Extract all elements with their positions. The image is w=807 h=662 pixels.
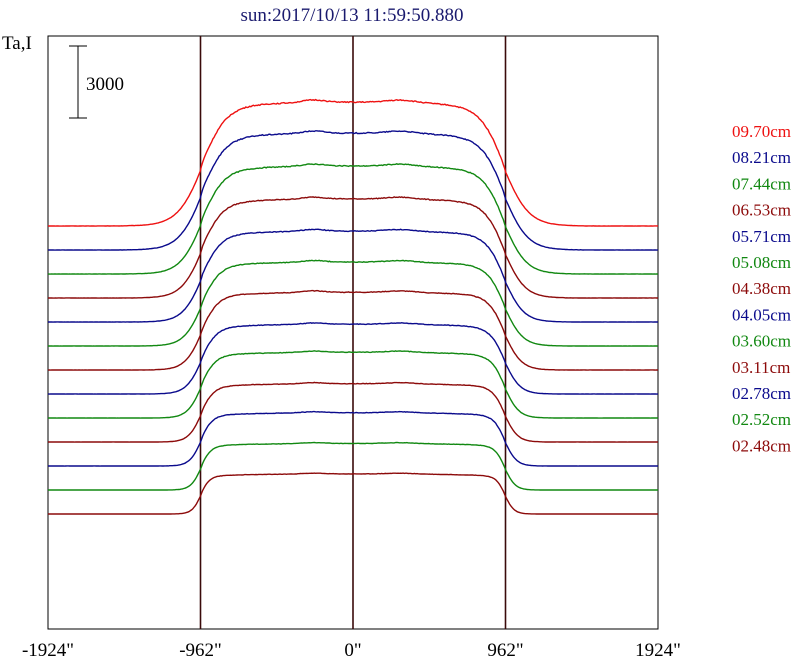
legend-entry-02.78cm: 02.78cm (732, 384, 791, 403)
legend-entry-06.53cm: 06.53cm (732, 201, 791, 220)
x-tick-label-2: 0" (344, 640, 361, 661)
series-line-05.71cm (48, 228, 658, 323)
series-line-07.44cm (47, 163, 659, 275)
series-line-03.60cm (48, 350, 659, 419)
x-tick-label-0: -1924" (22, 640, 74, 661)
legend-entry-03.11cm: 03.11cm (732, 358, 790, 377)
x-axis-ticks: -1924" -962" 0" 962" 1924" (22, 640, 681, 661)
series-line-09.70cm (47, 98, 659, 227)
series-line-02.78cm (48, 410, 658, 467)
series-line-02.48cm (48, 472, 658, 515)
y-axis-label: Ta,I (2, 33, 32, 54)
legend-entry-09.70cm: 09.70cm (732, 122, 791, 141)
legend-entry-08.21cm: 08.21cm (732, 148, 791, 167)
series-line-05.08cm (48, 259, 659, 347)
legend-entry-07.44cm: 07.44cm (732, 174, 791, 193)
series-line-04.05cm (47, 321, 659, 395)
legend-entry-05.08cm: 05.08cm (732, 253, 791, 272)
series-line-08.21cm (47, 130, 659, 251)
scale-bar: 3000 (69, 45, 124, 119)
series-line-06.53cm (47, 196, 658, 299)
vertical-guides (199, 36, 507, 629)
series-line-04.38cm (47, 289, 659, 371)
x-tick-label-4: 1924" (635, 640, 681, 661)
legend-entry-03.60cm: 03.60cm (732, 332, 791, 351)
legend-entry-04.38cm: 04.38cm (732, 279, 791, 298)
series-lines (47, 98, 659, 515)
x-tick-label-1: -962" (179, 640, 222, 661)
series-line-03.11cm (48, 381, 658, 443)
scale-bar-label: 3000 (86, 74, 124, 95)
legend-entry-05.71cm: 05.71cm (732, 227, 791, 246)
legend-entry-04.05cm: 04.05cm (732, 305, 791, 324)
legend: 09.70cm 08.21cm 07.44cm 06.53cm 05.71cm 05.08… (732, 122, 791, 455)
legend-entry-02.48cm: 02.48cm (732, 436, 791, 455)
x-tick-label-3: 962" (487, 640, 523, 661)
chart-title: sun:2017/10/13 11:59:50.880 (240, 5, 463, 26)
legend-entry-02.52cm: 02.52cm (732, 410, 791, 429)
series-line-02.52cm (48, 441, 658, 491)
